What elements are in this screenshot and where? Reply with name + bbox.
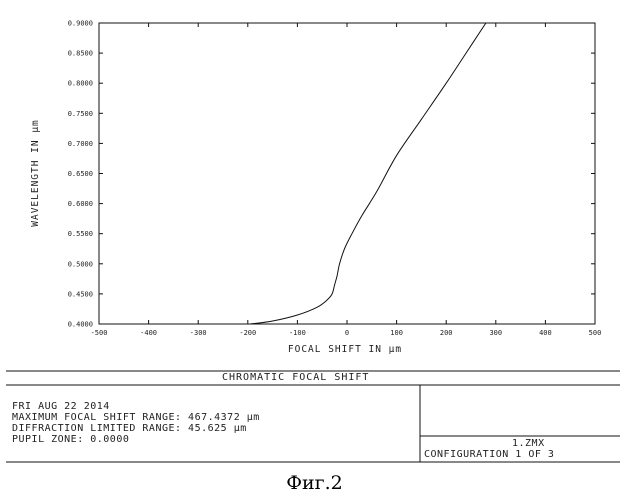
- x-tick-label: -300: [190, 329, 207, 337]
- x-tick-label: 400: [539, 329, 552, 337]
- footer-configuration: CONFIGURATION 1 OF 3: [424, 450, 554, 461]
- plot-frame: [99, 23, 595, 324]
- footer-title: CHROMATIC FOCAL SHIFT: [222, 373, 369, 384]
- y-tick-label: 0.7500: [68, 110, 93, 118]
- y-tick-label: 0.4000: [68, 321, 93, 329]
- x-axis-label: FOCAL SHIFT IN μm: [288, 344, 402, 355]
- footer-date: FRI AUG 22 2014: [12, 402, 110, 413]
- y-tick-label: 0.5500: [68, 230, 93, 238]
- y-tick-label: 0.8000: [68, 80, 93, 88]
- x-tick-label: -500: [91, 329, 108, 337]
- y-tick-label: 0.8500: [68, 50, 93, 58]
- x-tick-label: -100: [289, 329, 306, 337]
- y-tick-label: 0.7000: [68, 140, 93, 148]
- chromatic-focal-shift-chart: -500 -400 -300 -200 -100 0 100 200 300 400 500 0.40…: [0, 0, 629, 470]
- x-tick-label: 100: [390, 329, 403, 337]
- footer-file-name: 1.ZMX: [512, 439, 545, 450]
- x-tick-label: 300: [489, 329, 502, 337]
- footer-diffraction-range: DIFFRACTION LIMITED RANGE: 45.625 μm: [12, 424, 247, 435]
- y-tick-label: 0.6500: [68, 170, 93, 178]
- x-tick-label: 200: [440, 329, 453, 337]
- y-tick-label: 0.4500: [68, 290, 93, 298]
- figure-caption: Фиг.2: [0, 472, 629, 494]
- x-tick-label: 500: [589, 329, 602, 337]
- y-tick-label: 0.5000: [68, 260, 93, 268]
- x-tick-label: -200: [239, 329, 256, 337]
- x-tick-label: 0: [345, 329, 349, 337]
- x-tick-label: -400: [140, 329, 157, 337]
- footer-pupil-zone: PUPIL ZONE: 0.0000: [12, 435, 129, 446]
- y-tick-label: 0.9000: [68, 20, 93, 28]
- focal-shift-curve: [250, 23, 486, 324]
- y-tick-label: 0.6000: [68, 200, 93, 208]
- y-axis-label: WAVELENGTH IN μm: [30, 119, 41, 227]
- footer-max-focal-shift: MAXIMUM FOCAL SHIFT RANGE: 467.4372 μm: [12, 413, 260, 424]
